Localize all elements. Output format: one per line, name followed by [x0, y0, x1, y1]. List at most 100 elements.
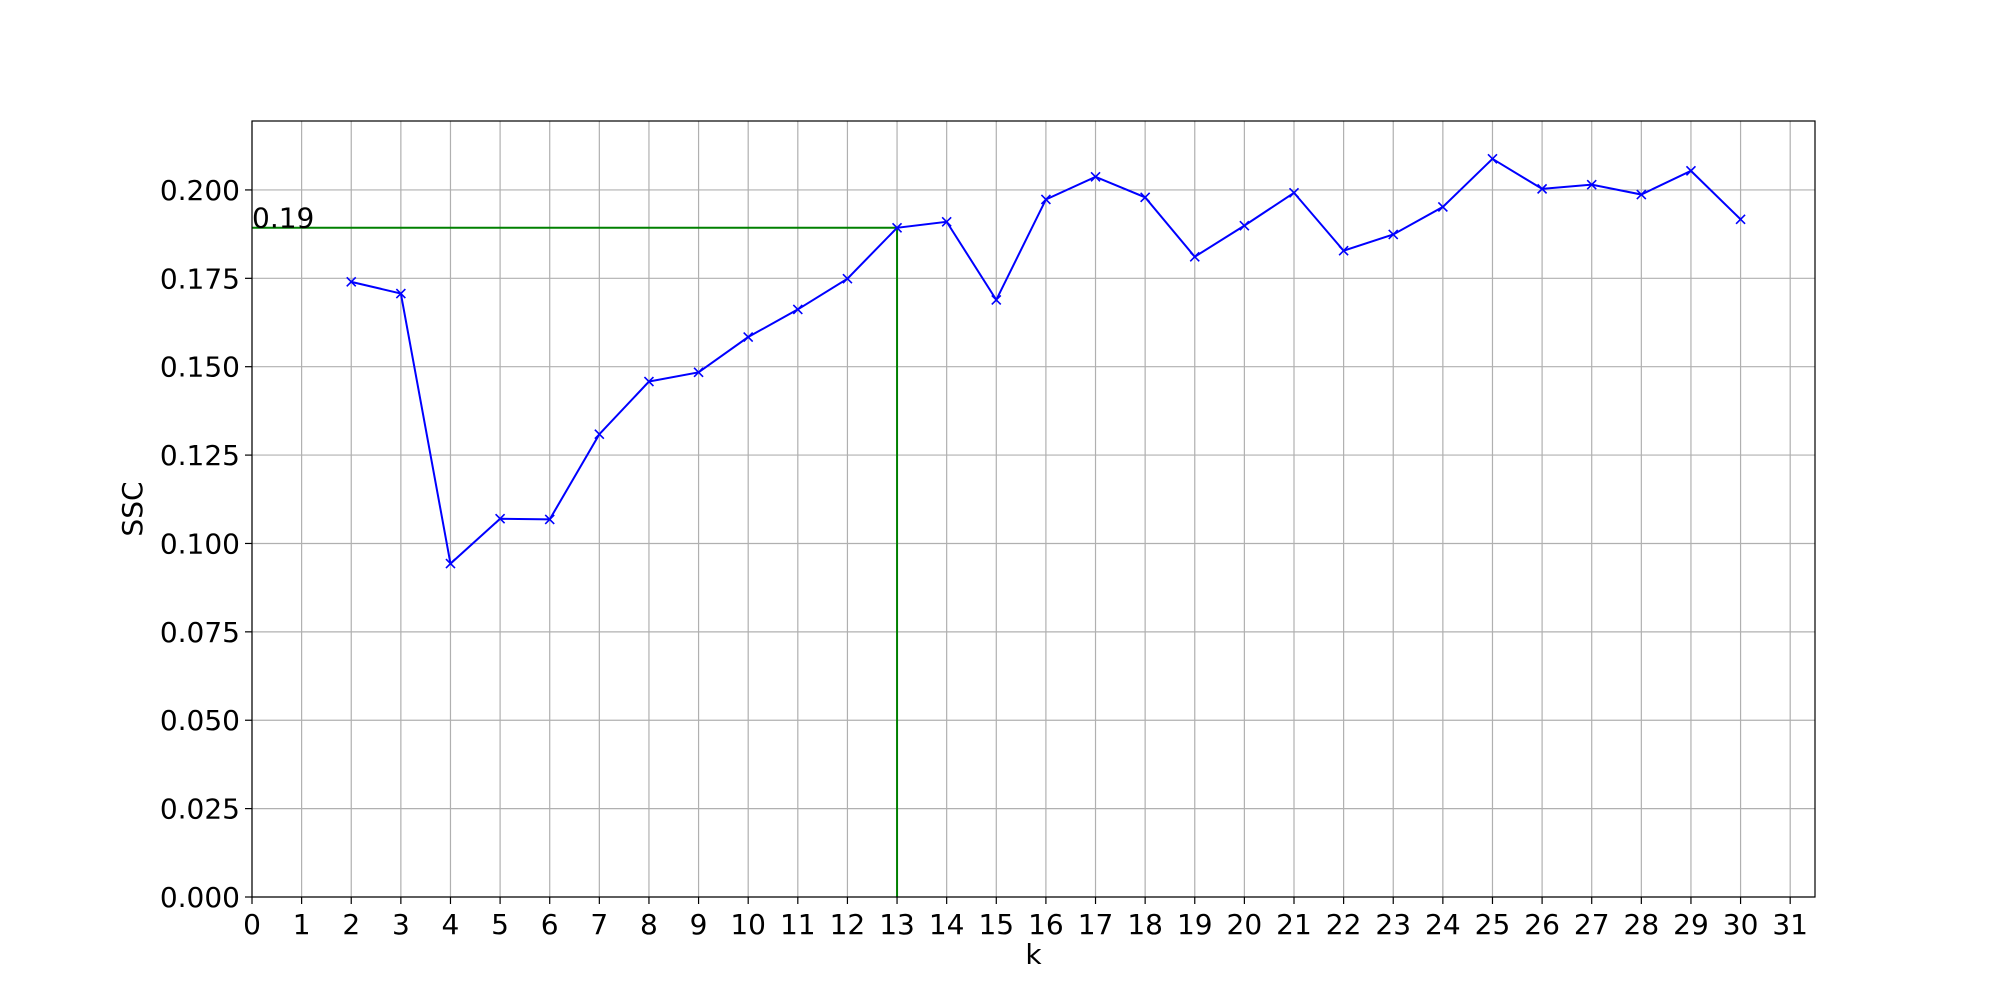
- x-tick-label: 2: [342, 908, 360, 941]
- data-point-marker: [1636, 189, 1647, 200]
- marker-stroke: [594, 429, 605, 440]
- data-point-marker: [643, 376, 655, 387]
- data-point-marker: [1239, 220, 1250, 231]
- x-tick-label: 5: [491, 908, 509, 941]
- x-tick-label: 18: [1127, 908, 1163, 941]
- x-tick-label: 23: [1375, 908, 1411, 941]
- marker-stroke: [941, 216, 952, 227]
- y-tick-label: 0.000: [160, 881, 240, 914]
- data-point-marker: [495, 513, 506, 524]
- x-tick-label: 31: [1772, 908, 1808, 941]
- data-point-marker: [991, 294, 1002, 305]
- data-point-marker: [445, 558, 456, 569]
- x-tick-label: 30: [1723, 908, 1759, 941]
- marker-stroke: [495, 513, 506, 524]
- x-tick-label: 7: [590, 908, 608, 941]
- marker-stroke: [1189, 251, 1200, 262]
- marker-stroke: [792, 304, 803, 315]
- x-tick-label: 29: [1673, 908, 1709, 941]
- marker-stroke: [544, 514, 555, 525]
- x-tick-label: 16: [1028, 908, 1064, 941]
- x-tick-label: 26: [1524, 908, 1560, 941]
- x-tick-label: 12: [830, 908, 866, 941]
- x-tick-label: 15: [978, 908, 1014, 941]
- x-tick-label: 28: [1624, 908, 1660, 941]
- y-tick-label: 0.100: [160, 527, 240, 560]
- data-point-marker: [842, 273, 853, 284]
- x-tick-label: 20: [1227, 908, 1263, 941]
- marker-stroke: [643, 376, 655, 387]
- marker-stroke: [1487, 153, 1498, 164]
- annotation-label: 0.19: [252, 201, 314, 234]
- x-tick-label: 0: [243, 908, 261, 941]
- data-point-marker: [1487, 153, 1498, 164]
- marker-stroke: [1735, 214, 1746, 225]
- y-axis-ticks: 0.000 0.025 0.050 0.075 0.100 0.125 0.150 0.175…: [160, 174, 252, 914]
- data-point-marker: [594, 429, 605, 440]
- data-point-marker: [544, 514, 555, 525]
- x-axis-ticks: 0 1 2 3 4 5 6 7 8 9 10 11 12 13 14 15 16 17 18 19 20 21 22 23 24…: [243, 897, 1808, 941]
- data-point-marker: [1189, 251, 1200, 262]
- data-point-marker: [1140, 192, 1151, 203]
- y-axis-title: SSC: [116, 481, 149, 536]
- marker-stroke: [693, 367, 704, 378]
- y-tick-label: 0.200: [160, 174, 240, 207]
- y-tick-label: 0.125: [160, 439, 240, 472]
- data-point-marker: [792, 304, 803, 315]
- data-point-marker: [346, 276, 357, 287]
- data-point-marker: [1288, 187, 1300, 198]
- marker-stroke: [1388, 229, 1399, 240]
- data-point-marker: [1537, 183, 1548, 194]
- marker-stroke: [991, 294, 1002, 305]
- data-point-marker: [941, 216, 952, 227]
- marker-stroke: [1090, 171, 1101, 182]
- x-tick-label: 13: [879, 908, 915, 941]
- data-point-marker: [395, 288, 406, 299]
- reference-lines: [252, 226, 899, 897]
- x-tick-label: 4: [442, 908, 460, 941]
- marker-stroke: [346, 276, 357, 287]
- data-point-marker: [1090, 171, 1101, 182]
- marker-stroke: [1040, 194, 1051, 205]
- data-point-marker: [1586, 179, 1597, 190]
- x-tick-label: 24: [1425, 908, 1461, 941]
- marker-stroke: [1140, 192, 1151, 203]
- x-tick-label: 27: [1574, 908, 1610, 941]
- x-tick-label: 3: [392, 908, 410, 941]
- data-point-marker: [1040, 194, 1051, 205]
- marker-stroke: [1636, 189, 1647, 200]
- data-point-marker: [1388, 229, 1399, 240]
- marker-stroke: [1288, 187, 1300, 198]
- marker-stroke: [842, 273, 853, 284]
- series-layer: [346, 153, 1746, 569]
- data-point-marker: [1437, 201, 1448, 212]
- marker-stroke: [1338, 245, 1349, 256]
- x-tick-label: 11: [780, 908, 816, 941]
- data-point-marker: [1735, 214, 1746, 225]
- marker-stroke: [1239, 220, 1250, 231]
- x-tick-label: 17: [1078, 908, 1114, 941]
- marker-stroke: [743, 331, 754, 343]
- x-tick-label: 8: [640, 908, 658, 941]
- y-tick-label: 0.175: [160, 262, 240, 295]
- y-tick-label: 0.150: [160, 351, 240, 384]
- x-tick-label: 14: [929, 908, 965, 941]
- x-tick-label: 22: [1326, 908, 1362, 941]
- x-axis-title: k: [1025, 938, 1042, 971]
- y-tick-label: 0.075: [160, 616, 240, 649]
- data-point-marker: [743, 331, 754, 343]
- data-point-marker: [1338, 245, 1349, 256]
- x-tick-label: 1: [293, 908, 311, 941]
- data-point-marker: [1685, 165, 1697, 176]
- marker-stroke: [891, 222, 903, 233]
- marker-stroke: [1685, 165, 1697, 176]
- x-tick-label: 9: [690, 908, 708, 941]
- data-point-marker: [891, 222, 903, 233]
- marker-stroke: [1537, 183, 1548, 194]
- marker-stroke: [395, 288, 406, 299]
- plot-frame: [251, 120, 1816, 898]
- data-point-marker: [693, 367, 704, 378]
